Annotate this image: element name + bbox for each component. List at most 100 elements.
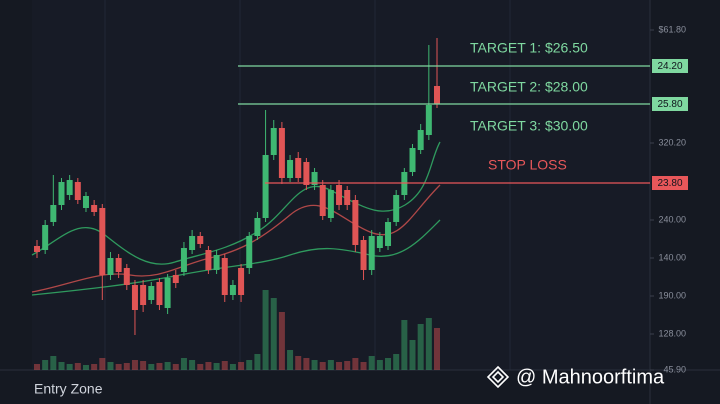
volume-bar (385, 358, 392, 370)
annotation: STOP LOSS (488, 157, 567, 173)
candle-body (376, 236, 383, 248)
vertical-grid (104, 0, 511, 370)
level-label: 23.80 (657, 178, 682, 189)
volume-bar (156, 363, 163, 370)
candle-body (254, 218, 261, 236)
y-tick-label: 140.00 (658, 252, 686, 262)
candle-body (74, 182, 81, 200)
volume-bar (319, 362, 326, 370)
volume-bar (131, 360, 138, 370)
volume-bar (148, 364, 155, 370)
level-label: 24.20 (657, 61, 682, 72)
candle-body (205, 250, 212, 270)
icon (491, 370, 505, 384)
volume-bar (352, 358, 359, 370)
candle-body (180, 248, 187, 272)
volume-bar (393, 354, 400, 370)
candle-body (42, 225, 49, 250)
candle-body (319, 185, 326, 216)
volume-bar (50, 356, 57, 370)
volume-bar (189, 360, 196, 370)
candle-body (197, 236, 204, 244)
volume-bar (417, 324, 424, 370)
volume-bar (34, 364, 40, 370)
volume-bar (107, 362, 114, 370)
candle-body (34, 246, 40, 252)
volume-bar (42, 360, 49, 370)
candle-body (385, 222, 392, 246)
volume-bar (140, 361, 147, 370)
candle-body (140, 285, 147, 305)
candle-body (148, 286, 155, 300)
volume-bar (58, 362, 65, 370)
level-tag (652, 176, 688, 190)
volume-bar (336, 362, 343, 370)
moving-average (31, 219, 441, 296)
volume-bar (425, 318, 432, 370)
volume-bar (409, 340, 416, 370)
candle-body (287, 160, 294, 178)
watermark: @ Mahnoorftima (516, 366, 665, 388)
candle-body (344, 190, 351, 205)
volume-bar (303, 358, 310, 370)
candle-body (393, 195, 400, 222)
level-tag (652, 59, 688, 73)
volume-bar (262, 290, 269, 370)
volume-bar (66, 364, 73, 370)
volume-bar (368, 356, 375, 370)
candle-body (238, 268, 245, 295)
candle-body (156, 282, 163, 305)
candle-body (189, 236, 196, 250)
volume-bar (376, 360, 383, 370)
candle-body (368, 236, 375, 270)
volume-bar (401, 320, 408, 370)
annotation: TARGET 2: $28.00 (470, 79, 588, 95)
moving-average (31, 184, 441, 293)
volume-bar (213, 363, 220, 370)
y-tick-label: 240.00 (658, 214, 686, 224)
candle-body (327, 190, 334, 218)
candle-body (213, 255, 220, 270)
candle-body (229, 285, 236, 295)
icon (486, 365, 510, 389)
volume-bar (164, 362, 171, 370)
annotation: TARGET 1: $26.50 (470, 40, 588, 56)
volume-bar (91, 364, 98, 370)
candle-body (91, 205, 98, 212)
volume-bar (74, 363, 81, 370)
candle-body (409, 148, 416, 172)
candle-body (246, 236, 253, 268)
y-tick-label: $61.80 (658, 24, 686, 34)
candle-body (278, 128, 285, 178)
volume-bar (360, 362, 367, 370)
candle-body (352, 200, 359, 245)
volume-bar (278, 312, 285, 370)
y-tick-label: 45.90 (663, 364, 686, 374)
volume-bar (327, 360, 334, 370)
candle-body (221, 258, 228, 295)
candle-body (66, 180, 73, 195)
candle-body (172, 275, 179, 283)
volume-bar (254, 354, 261, 370)
volume-bar (115, 364, 122, 370)
y-tick-label: 320.20 (658, 137, 686, 147)
volume-bar (270, 298, 277, 370)
candle-body (115, 258, 122, 272)
volume-bar (229, 364, 236, 370)
level-label: 25.80 (657, 99, 682, 110)
candle-body (82, 196, 89, 208)
candle-body (123, 268, 130, 285)
volume-bar (246, 360, 253, 370)
annotation: TARGET 3: $30.00 (470, 118, 588, 134)
candle-body (303, 162, 310, 185)
candle-body (360, 240, 367, 270)
volume-bar (172, 364, 179, 370)
candle-body (107, 258, 114, 275)
y-tick-label: 128.00 (658, 328, 686, 338)
y-tick-label: 190.00 (658, 290, 686, 300)
candle-body (295, 158, 302, 178)
volume-bar (197, 364, 204, 370)
volume-bar (82, 365, 89, 370)
candle-body (336, 185, 343, 205)
